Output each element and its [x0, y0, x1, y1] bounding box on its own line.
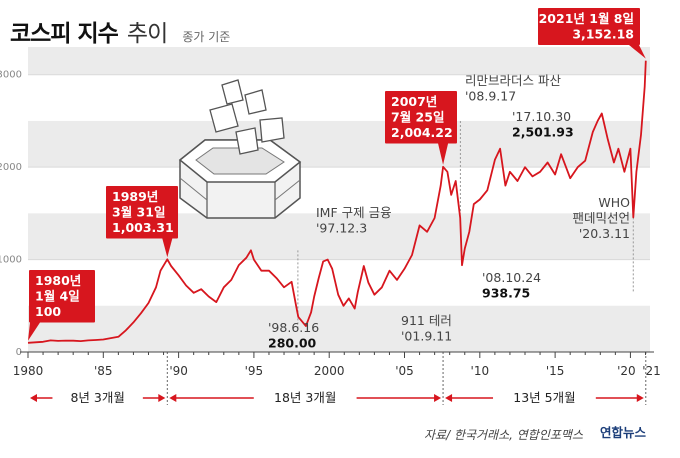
annotation-pointer [438, 143, 449, 165]
source-note: 자료/ 한국거래소, 연합인포맥스 [424, 428, 584, 442]
annotation-text: 리만브라더스 파산 [465, 73, 561, 88]
annotation-pointer [28, 322, 40, 341]
x-tick-label: '90 [169, 364, 188, 378]
period-arrow-head [434, 394, 442, 402]
x-tick-label: 1980 [13, 364, 44, 378]
annotation-text: 3,152.18 [572, 27, 634, 42]
x-tick-label: '85 [94, 364, 113, 378]
annotation-text: 2021년 1월 8일 [539, 11, 634, 26]
period-arrow-head [636, 394, 644, 402]
x-tick-label: 2000 [314, 364, 345, 378]
annotation-text: 1월 4일 [35, 289, 80, 304]
annotation-text: IMF 구제 금융 [316, 205, 392, 220]
annotation-box [29, 270, 95, 323]
title-main: 코스피 지수 [10, 21, 119, 47]
annotation-box [385, 91, 457, 144]
title-subtitle: 종가 기준 [182, 30, 231, 44]
annotation-text: '17.10.30 [512, 109, 571, 124]
annotation-text: '98.6.16 [268, 320, 319, 335]
period-arrow-head [445, 394, 453, 402]
y-tick-label: 2000 [0, 162, 22, 173]
annotation-text: 280.00 [268, 336, 317, 351]
ballot-box-icon [178, 79, 302, 219]
annotation-pointer [629, 45, 646, 59]
annotation-text: 2007년 [391, 94, 437, 109]
annotation-text: 7월 25일 [391, 110, 444, 125]
period-arrow-head [158, 394, 166, 402]
grid-band [28, 47, 650, 75]
annotation-text: 2,501.93 [512, 125, 574, 140]
chart-title: 코스피 지수 추이 종가 기준 [10, 14, 230, 48]
annotation-text: 100 [35, 304, 61, 319]
annotation-text: 2,004.22 [391, 125, 453, 140]
annotation-text: '08.10.24 [482, 270, 541, 285]
yonhap-logo: 연합뉴스 [600, 425, 647, 440]
x-tick-label: '15 [546, 364, 565, 378]
period-arrow-head [30, 394, 37, 402]
x-tick-label: '10 [471, 364, 490, 378]
y-tick-label: 1000 [0, 255, 22, 266]
x-tick-label: '95 [245, 364, 264, 378]
annotation-box [106, 186, 178, 239]
x-tick-label: '05 [395, 364, 414, 378]
annotation-text: 1,003.31 [112, 220, 174, 235]
x-tick-label: '21 [642, 364, 661, 378]
y-tick-label: 3000 [0, 70, 22, 81]
annotation-text: 938.75 [482, 286, 530, 301]
annotation-text: 1980년 [35, 273, 81, 288]
annotation-text: WHO [598, 195, 630, 210]
annotation-text: '01.9.11 [401, 329, 452, 344]
period-arrow-head [169, 394, 177, 402]
period-label: 13년 5개월 [513, 390, 575, 405]
grid-band [28, 120, 650, 168]
period-label: 8년 3개월 [70, 390, 124, 405]
title-light: 추이 [126, 21, 168, 47]
kospi-series-line [27, 60, 647, 344]
annotation-text: '97.12.3 [316, 221, 367, 236]
annotation-box [538, 8, 640, 45]
annotation-text: 911 테러 [401, 313, 452, 328]
annotation-text: 팬데믹선언 [572, 211, 630, 226]
annotation-text: '20.3.11 [579, 226, 630, 241]
annotation-text: '08.9.17 [465, 89, 516, 104]
annotation-text: 3월 31일 [112, 205, 165, 220]
y-tick-label: 0 [16, 347, 22, 358]
period-label: 18년 3개월 [274, 390, 336, 405]
annotation-text: 1989년 [112, 189, 158, 204]
grid-band [28, 305, 650, 352]
annotation-pointer [162, 238, 173, 258]
x-tick-label: '20 [617, 364, 636, 378]
